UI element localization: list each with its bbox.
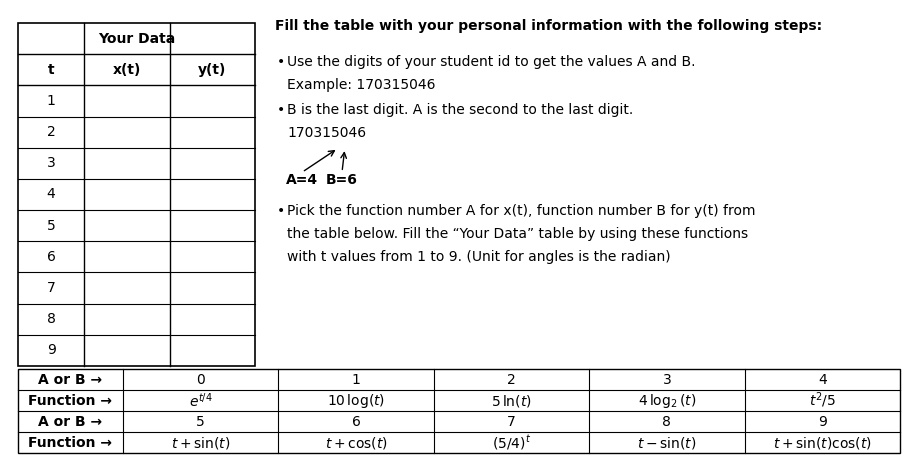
Text: $e^{t/4}$: $e^{t/4}$ bbox=[189, 391, 213, 410]
Text: $5\,\ln(t)$: $5\,\ln(t)$ bbox=[492, 392, 532, 408]
Text: Use the digits of your student id to get the values A and B.: Use the digits of your student id to get… bbox=[287, 55, 695, 69]
Bar bbox=[18, 369, 900, 453]
Text: Function →: Function → bbox=[28, 436, 113, 449]
Text: 9: 9 bbox=[47, 343, 56, 357]
Text: 8: 8 bbox=[662, 414, 671, 429]
Text: 0: 0 bbox=[196, 372, 205, 386]
Text: $t+\cos(t)$: $t+\cos(t)$ bbox=[325, 435, 388, 450]
Text: 5: 5 bbox=[196, 414, 205, 429]
Text: B is the last digit. A is the second to the last digit.: B is the last digit. A is the second to … bbox=[287, 103, 634, 117]
Text: Fill the table with your personal information with the following steps:: Fill the table with your personal inform… bbox=[275, 19, 823, 33]
Text: the table below. Fill the “Your Data” table by using these functions: the table below. Fill the “Your Data” ta… bbox=[287, 227, 748, 241]
Text: $t+\sin(t)$: $t+\sin(t)$ bbox=[171, 435, 230, 450]
Text: 4: 4 bbox=[818, 372, 826, 386]
Text: y(t): y(t) bbox=[198, 63, 226, 77]
Text: with t values from 1 to 9. (Unit for angles is the radian): with t values from 1 to 9. (Unit for ang… bbox=[287, 250, 670, 264]
Text: 6: 6 bbox=[351, 414, 360, 429]
Text: 3: 3 bbox=[47, 156, 56, 170]
Text: t: t bbox=[48, 63, 54, 77]
Text: 8: 8 bbox=[47, 312, 56, 326]
Text: 1: 1 bbox=[351, 372, 360, 386]
Text: B=6: B=6 bbox=[326, 173, 358, 187]
Text: $t-\sin(t)$: $t-\sin(t)$ bbox=[637, 435, 697, 450]
Bar bbox=[18, 23, 255, 366]
Text: x(t): x(t) bbox=[113, 63, 141, 77]
Text: •: • bbox=[277, 203, 285, 218]
Text: •: • bbox=[277, 103, 285, 117]
Text: $10\,\log(t)$: $10\,\log(t)$ bbox=[327, 391, 385, 409]
Text: 2: 2 bbox=[507, 372, 516, 386]
Text: 3: 3 bbox=[662, 372, 671, 386]
Text: 9: 9 bbox=[818, 414, 827, 429]
Text: Function →: Function → bbox=[28, 394, 113, 408]
Text: A=4: A=4 bbox=[286, 173, 318, 187]
Text: 6: 6 bbox=[47, 250, 56, 264]
Text: •: • bbox=[277, 55, 285, 69]
Text: $t^2/5$: $t^2/5$ bbox=[809, 391, 836, 410]
Text: 1: 1 bbox=[47, 94, 56, 108]
Text: A or B →: A or B → bbox=[39, 414, 103, 429]
Text: 2: 2 bbox=[47, 125, 56, 139]
Text: Your Data: Your Data bbox=[98, 32, 175, 46]
Text: Pick the function number A for x(t), function number B for y(t) from: Pick the function number A for x(t), fun… bbox=[287, 203, 756, 218]
Text: $4\,\log_2(t)$: $4\,\log_2(t)$ bbox=[638, 391, 696, 409]
Text: 7: 7 bbox=[47, 281, 56, 295]
Text: 4: 4 bbox=[47, 188, 56, 201]
Text: $(5/4)^t$: $(5/4)^t$ bbox=[492, 433, 531, 452]
Text: Example: 170315046: Example: 170315046 bbox=[287, 78, 436, 92]
Text: 170315046: 170315046 bbox=[287, 126, 366, 140]
Text: 7: 7 bbox=[507, 414, 516, 429]
Text: A or B →: A or B → bbox=[39, 372, 103, 386]
Text: 5: 5 bbox=[47, 219, 56, 233]
Text: $t+\sin(t)\cos(t)$: $t+\sin(t)\cos(t)$ bbox=[773, 435, 872, 450]
